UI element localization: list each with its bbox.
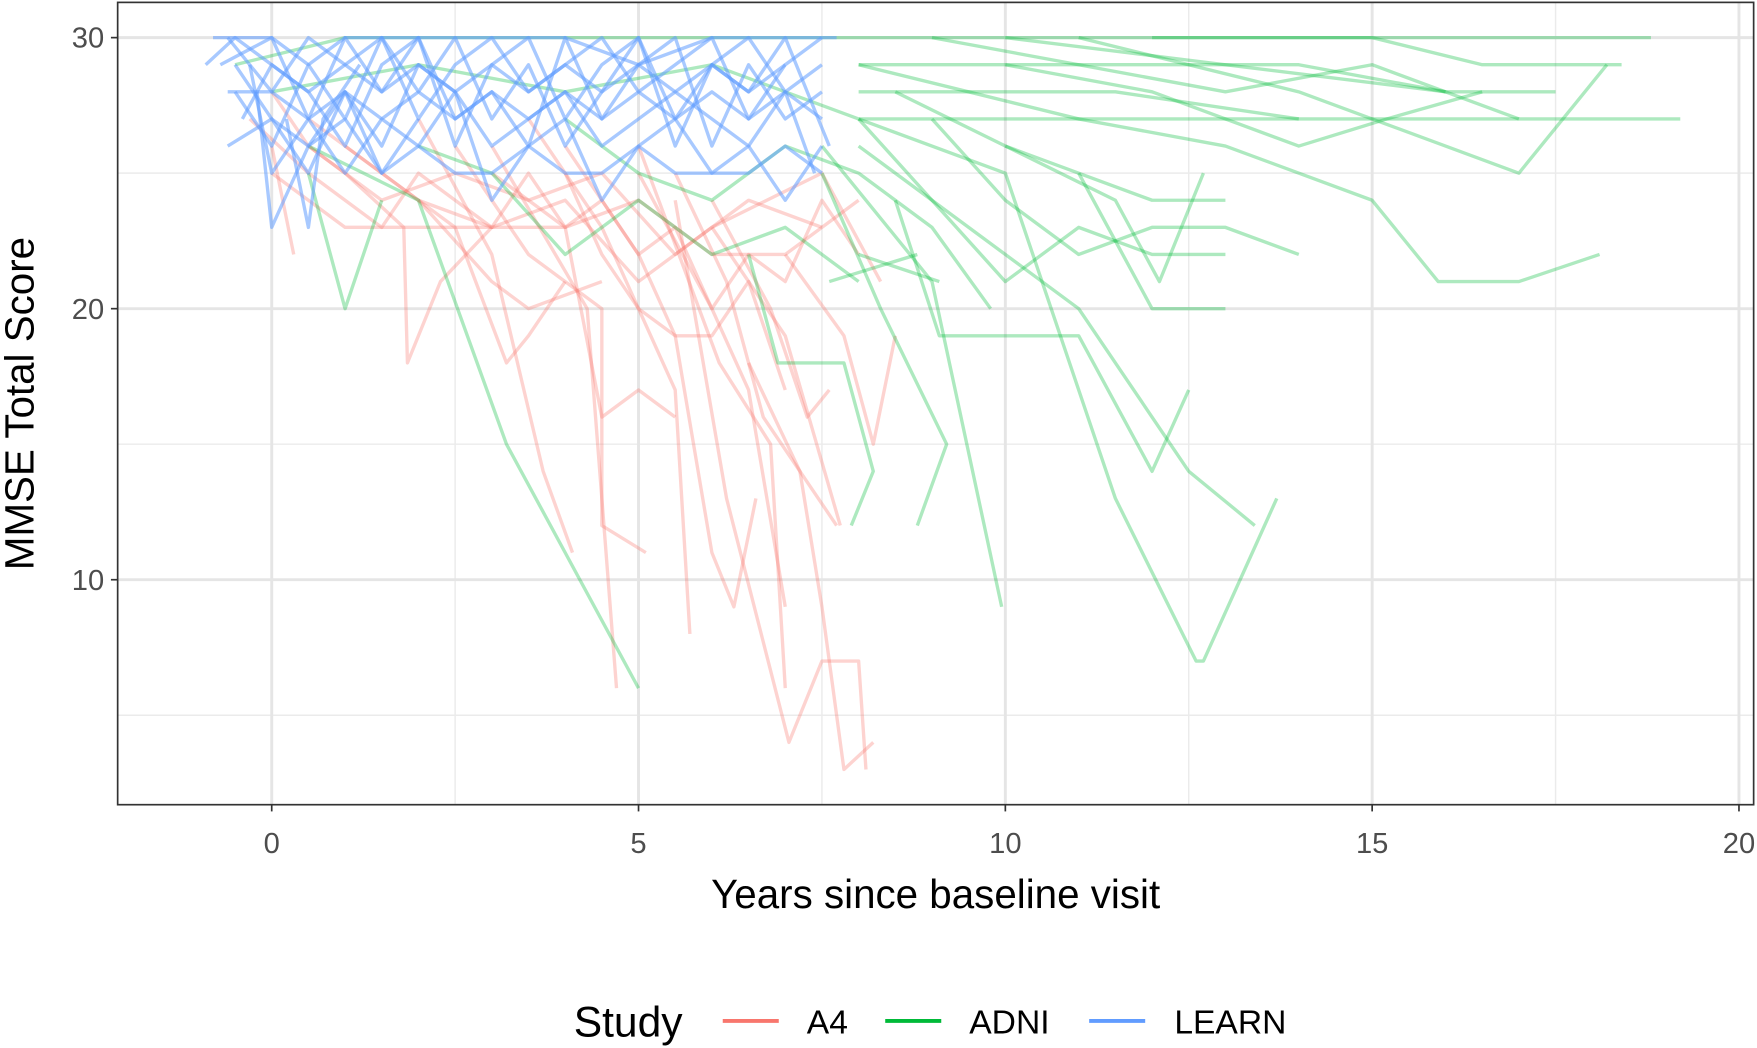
- grid: [117, 2, 1754, 805]
- trajectory-line: [931, 35, 1520, 121]
- y-tick-label: 30: [72, 23, 104, 55]
- x-tick-label: 0: [264, 828, 280, 860]
- trajectory-line: [233, 63, 824, 202]
- trajectory-line: [271, 63, 1681, 121]
- series-adni: [234, 35, 1681, 689]
- trajectory-line: [893, 199, 1191, 473]
- trajectory-line: [564, 117, 993, 310]
- trajectory-line: [1152, 35, 1622, 67]
- plot-panel-border: [116, 1, 1755, 806]
- trajectory-line: [894, 90, 1226, 202]
- x-tick-label: 15: [1356, 828, 1388, 860]
- trajectory-line: [746, 254, 875, 527]
- trajectory-line: [307, 117, 567, 365]
- trajectory-line: [930, 117, 1300, 257]
- series-learn: [204, 35, 837, 230]
- series-a4: [248, 90, 897, 772]
- legend-title: Study: [574, 999, 684, 1047]
- legend-label-adni: ADNI: [969, 1004, 1049, 1041]
- trajectory-line: [307, 144, 641, 689]
- axes: 0 5 10 15 20 10 20 30: [72, 23, 1755, 860]
- trajectory-line: [490, 171, 677, 419]
- trajectory-line: [563, 172, 787, 391]
- trajectory-line: [1077, 172, 1226, 311]
- trajectory-line: [710, 199, 831, 419]
- trajectory-line: [204, 35, 787, 94]
- trajectory-line: [828, 252, 918, 284]
- trajectory-line: [673, 172, 839, 527]
- trajectory-line: [284, 63, 362, 230]
- trajectory-line: [858, 63, 1601, 284]
- trajectory-line: [858, 90, 1300, 121]
- y-tick-label: 10: [72, 565, 104, 597]
- trajectory-line: [1005, 35, 1556, 94]
- trajectory-line: [255, 90, 420, 230]
- trajectory-line: [857, 144, 1256, 527]
- trajectory-line: [783, 253, 897, 446]
- trajectory-line: [858, 252, 940, 284]
- y-tick-label: 20: [72, 294, 104, 326]
- trajectory-line: [1078, 35, 1609, 175]
- trajectory-line: [417, 199, 603, 311]
- trajectory-line: [858, 117, 1279, 663]
- trajectory-line: [453, 145, 647, 555]
- trajectory-line: [416, 118, 575, 554]
- trajectory-line: [213, 35, 837, 67]
- x-tick-label: 10: [989, 828, 1021, 860]
- trajectory-line: [636, 145, 787, 689]
- trajectory-line: [306, 172, 384, 311]
- trajectory-line: [563, 145, 758, 609]
- series-lines: [204, 35, 1681, 772]
- trajectory-line: [490, 145, 619, 689]
- trajectory-line: [820, 144, 1004, 608]
- trajectory-line: [1004, 144, 1205, 284]
- trajectory-line: [227, 90, 823, 121]
- trajectory-line: [820, 172, 949, 527]
- legend-label-learn: LEARN: [1174, 1004, 1286, 1041]
- y-axis-title: MMSE Total Score: [0, 237, 43, 570]
- trajectory-line: [270, 171, 883, 284]
- trajectory-line: [857, 117, 1226, 284]
- trajectory-line: [637, 172, 787, 608]
- trajectory-line: [710, 226, 842, 526]
- legend-label-a4: A4: [807, 1004, 848, 1041]
- trajectory-line: [747, 362, 875, 772]
- x-axis-title: Years since baseline visit: [711, 871, 1160, 917]
- trajectory-line: [248, 117, 861, 311]
- trajectory-line: [344, 144, 860, 257]
- trajectory-line: [527, 117, 692, 635]
- trajectory-line: [1005, 63, 1483, 148]
- trajectory-line: [858, 63, 1446, 94]
- trajectory-line: [307, 144, 823, 257]
- trajectory-line: [673, 199, 868, 770]
- x-tick-label: 20: [1723, 828, 1755, 860]
- x-tick-label: 5: [630, 828, 646, 860]
- legend: Study A4 ADNI LEARN: [574, 999, 1287, 1047]
